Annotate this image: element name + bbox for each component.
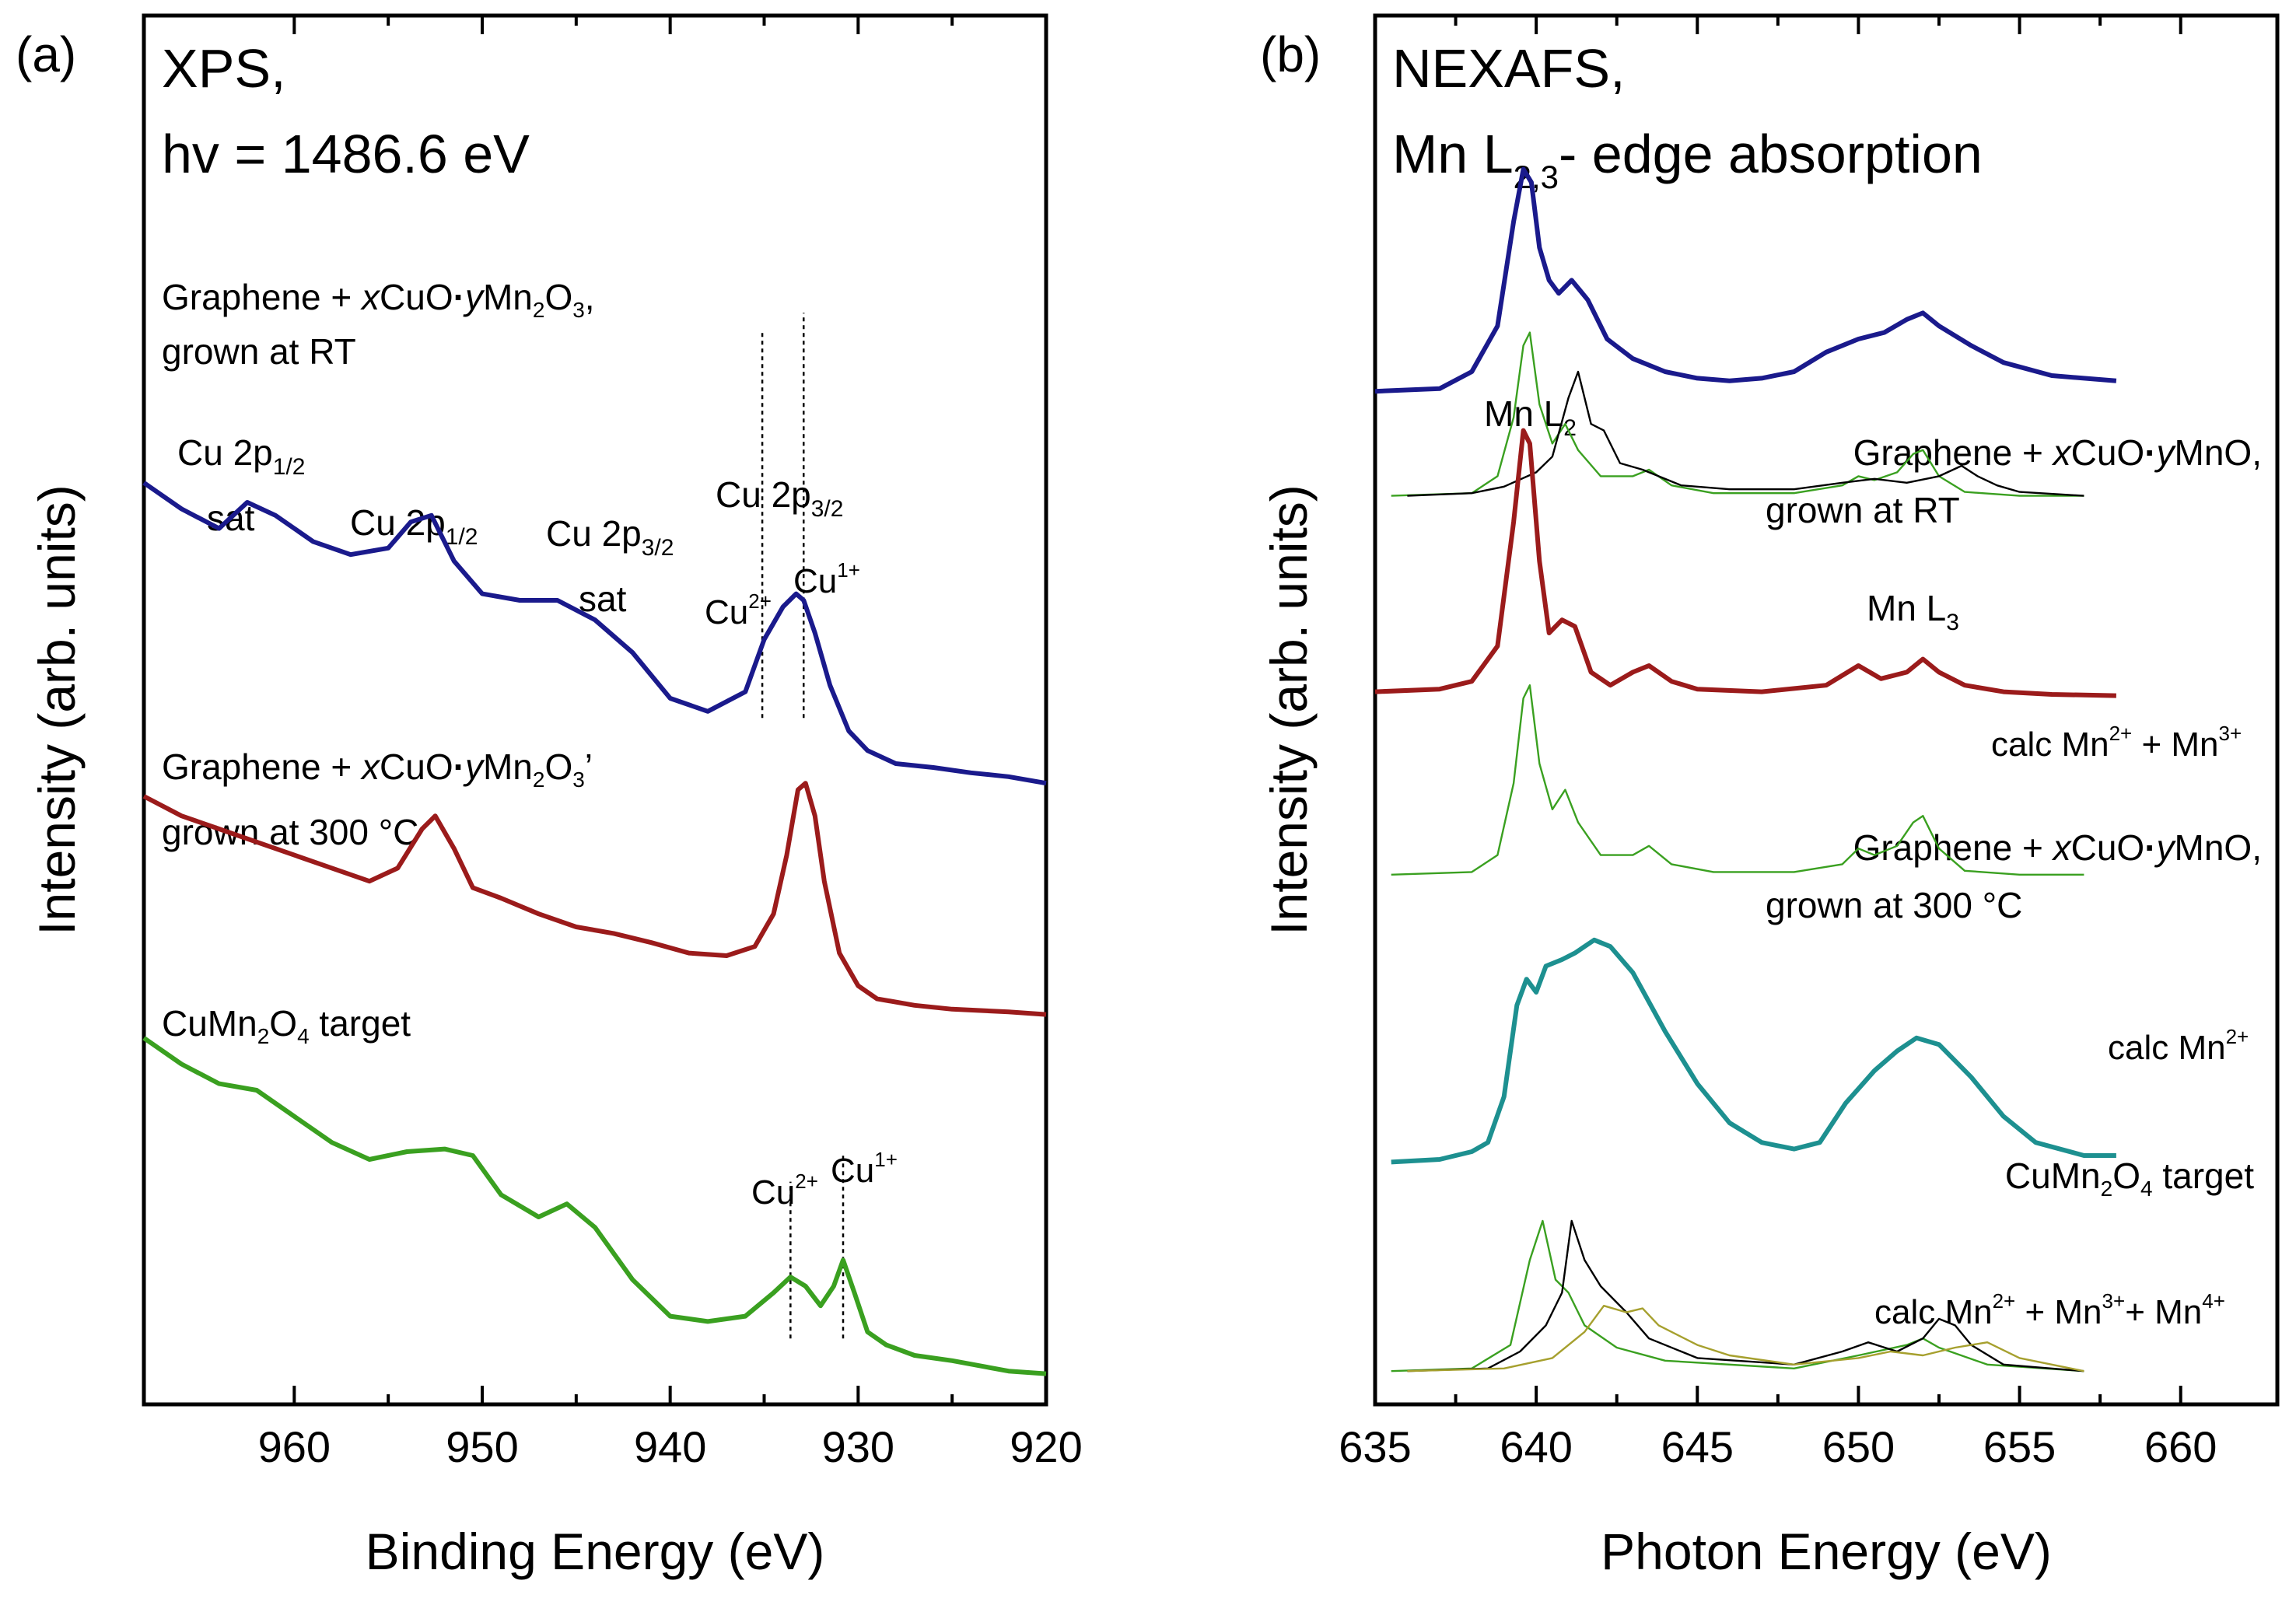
series-a-0-graphene-xcuo-ymn2o3-grown-at-rt [142, 481, 1047, 786]
series-b-3-graphene-xcuo-ymno-grown-at-300-c [1374, 428, 2116, 698]
x-tick-label-a-950: 950 [446, 1422, 518, 1471]
series-b-0-graphene-xcuo-ymno-grown-at-rt [1374, 166, 2117, 394]
x-axis-b: 635 640 645 650 655 660 [1339, 16, 2217, 1471]
series-label-nexafs-300c: Graphene + xCuO·yMnO, [1853, 827, 2262, 868]
x-tick-label-a-920: 920 [1010, 1422, 1082, 1471]
y-axis-title-b: Intensity (arb. units) [1260, 484, 1318, 935]
x-tick-label-a-930: 930 [822, 1422, 894, 1471]
x-tick-label-b-660: 660 [2144, 1422, 2217, 1471]
component-b-8-calc-mn2-mn3-mn4-mn4-component [1407, 1305, 2084, 1372]
peak-label-2p32-sat-line2: sat [579, 579, 627, 619]
species-cu2plus-bottom: Cu2+ [751, 1170, 818, 1212]
series-label-xps-300c-line2: grown at 300 °C [162, 812, 418, 852]
series-label-xps-target: CuMn2O4 target [162, 1003, 411, 1048]
species-cu1plus-top: Cu1+ [793, 558, 860, 600]
series-label-nexafs-target: CuMn2O4 target [2005, 1156, 2254, 1201]
panel-a-plot-frame [142, 13, 1048, 1407]
component-b-7-calc-mn2-mn3-mn4-mn3-component [1407, 1219, 2084, 1372]
x-axis-a: 960 950 940 930 920 [258, 16, 1083, 1471]
reference-lines-a [761, 313, 845, 1339]
panel-b-nexafs: (b) NEXAFS, Mn L2,3- edge absorption Mn … [1260, 13, 2280, 1580]
x-tick-label-a-960: 960 [258, 1422, 331, 1471]
series-label-nexafs-rt-line2: grown at RT [1766, 490, 1960, 530]
panel-b-title-sub: Mn L2,3- edge absorption [1392, 124, 1983, 195]
species-cu2plus-top: Cu2+ [705, 589, 772, 631]
x-axis-title-a: Binding Energy (eV) [366, 1523, 825, 1580]
calc-label-mn2-mn3: calc Mn2+ + Mn3+ [1991, 722, 2242, 764]
component-b-2-calc-mn2-mn3-mn3-component [1407, 370, 2084, 497]
series-label-nexafs-300c-line2: grown at 300 °C [1766, 885, 2022, 925]
peak-label-2p12-sat: Cu 2p1/2 [177, 432, 305, 480]
edge-label-l3: Mn L3 [1867, 588, 1959, 635]
series-label-nexafs-rt: Graphene + xCuO·yMnO, [1853, 432, 2262, 473]
peak-label-2p12: Cu 2p1/2 [350, 502, 478, 550]
series-label-xps-rt: Graphene + xCuO·yMn2O3, [162, 277, 595, 322]
x-tick-label-b-645: 645 [1661, 1422, 1734, 1471]
panel-a-xps: (a) XPS, hv = 1486.6 eV Graphene + xCuO·… [16, 13, 1083, 1580]
series-curves-b [1374, 166, 2117, 1165]
series-label-xps-rt-line2: grown at RT [162, 331, 356, 372]
edge-label-l2: Mn L2 [1484, 393, 1577, 441]
x-tick-label-b-650: 650 [1822, 1422, 1895, 1471]
x-tick-label-b-635: 635 [1339, 1422, 1411, 1471]
series-b-5-cumn2o4-target [1391, 937, 2116, 1165]
series-a-1-graphene-xcuo-ymn2o3-grown-at-300-c [142, 781, 1047, 1017]
calc-label-mn2-mn3-mn4: calc Mn2+ + Mn3++ Mn4+ [1874, 1289, 2225, 1331]
peak-label-2p32-sat: Cu 2p3/2 [546, 513, 674, 561]
x-tick-label-b-655: 655 [1983, 1422, 2056, 1471]
panel-a-title-sub: hv = 1486.6 eV [162, 124, 530, 184]
series-a-2-cumn2o4-target [142, 1036, 1047, 1376]
panel-b-plot-frame [1373, 13, 2280, 1407]
component-b-4-calc-mn2 [1391, 684, 2084, 876]
panel-a-title: XPS, [162, 38, 286, 99]
series-curves-a [142, 481, 1047, 1376]
panel-a-label: (a) [16, 26, 76, 82]
component-curves-b [1391, 331, 2084, 1372]
calc-label-mn2: calc Mn2+ [2108, 1025, 2249, 1067]
peak-label-2p32: Cu 2p3/2 [716, 474, 843, 522]
series-label-xps-300c: Graphene + xCuO·yMn2O3’ [162, 747, 593, 792]
species-cu1plus-bottom: Cu1+ [831, 1148, 898, 1190]
component-b-6-calc-mn2-mn3-mn4-mn2-component [1391, 1219, 2084, 1372]
x-tick-label-b-640: 640 [1500, 1422, 1572, 1471]
panel-b-label: (b) [1260, 26, 1321, 82]
panel-b-title: NEXAFS, [1392, 38, 1626, 99]
x-axis-title-b: Photon Energy (eV) [1601, 1523, 2052, 1580]
x-tick-label-a-940: 940 [634, 1422, 706, 1471]
y-axis-title-a: Intensity (arb. units) [28, 484, 86, 935]
